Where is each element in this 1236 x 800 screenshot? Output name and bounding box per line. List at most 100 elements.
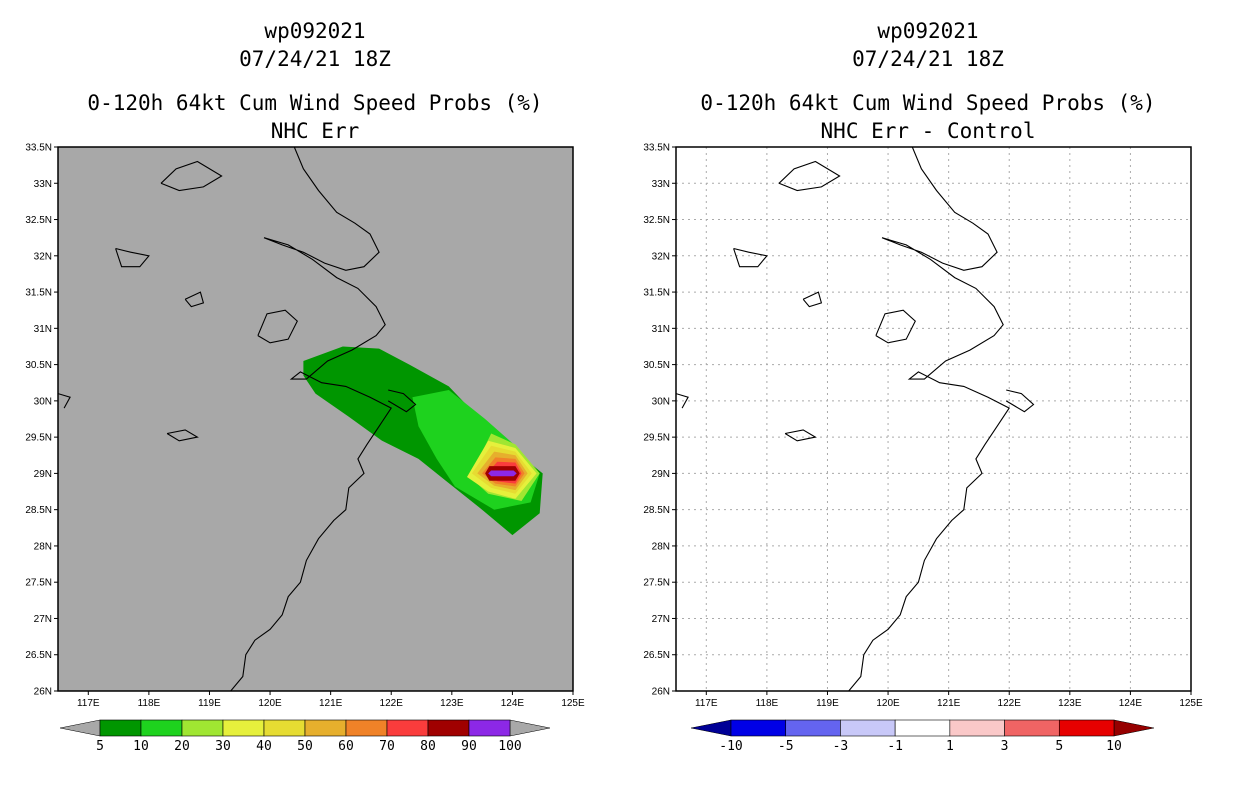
x-tick-label: 119E [198, 698, 221, 709]
colorbar-swatch [840, 719, 896, 737]
y-tick-label: 32.5N [25, 215, 52, 226]
colorbar-swatch [99, 719, 142, 737]
right-colorbar: -10 -5 -3 -1 1 3 5 10 [690, 719, 1155, 754]
colorbar-label: 70 [379, 739, 395, 754]
y-tick-label: 30N [34, 396, 52, 407]
y-tick-label: 33.5N [25, 143, 52, 154]
colorbar-label: 10 [1106, 739, 1122, 754]
colorbar-label: 90 [461, 739, 477, 754]
y-tick-label: 32N [652, 251, 670, 262]
y-tick-label: 32.5N [643, 215, 670, 226]
left-map-background [58, 147, 573, 691]
y-tick-label: 26N [34, 687, 52, 698]
y-tick-label: 29.5N [643, 433, 670, 444]
colorbar-swatch [785, 719, 841, 737]
y-tick-label: 28.5N [643, 505, 670, 516]
island-outline [733, 247, 768, 268]
colorbar-label: 100 [498, 739, 521, 754]
island-outline [802, 291, 823, 308]
y-tick-label: 30.5N [643, 360, 670, 371]
colorbar-start-arrow [59, 719, 101, 737]
colorbar-swatch [427, 719, 470, 737]
colorbar-label: -1 [887, 739, 903, 754]
right-title-subtitle: NHC Err - Control [821, 119, 1036, 143]
left-title-storm: wp092021 [264, 19, 365, 43]
x-tick-label: 122E [380, 698, 404, 709]
island-outline [58, 393, 71, 409]
x-tick-label: 123E [1058, 698, 1082, 709]
left-title-date: 07/24/21 18Z [239, 47, 391, 71]
y-tick-label: 31.5N [643, 288, 670, 299]
right-title-product: 0-120h 64kt Cum Wind Speed Probs (%) [700, 91, 1155, 115]
contour-level-90 [488, 470, 517, 477]
left-map-frame [57, 146, 574, 692]
colorbar-label: 50 [297, 739, 313, 754]
right-title-storm: wp092021 [877, 19, 978, 43]
colorbar-label: 40 [256, 739, 272, 754]
colorbar-swatch [949, 719, 1005, 737]
y-tick-label: 27N [652, 614, 670, 625]
colorbar-label: 3 [1001, 739, 1009, 754]
right-panel: wp092021 07/24/21 18Z 0-120h 64kt Cum Wi… [643, 19, 1203, 754]
right-gridlines [676, 147, 1191, 691]
colorbar-swatch [263, 719, 306, 737]
y-tick-label: 33N [34, 179, 52, 190]
x-tick-label: 120E [258, 698, 282, 709]
colorbar-label: -5 [778, 739, 794, 754]
y-tick-label: 28N [34, 541, 52, 552]
colorbar-end-arrow [1113, 719, 1155, 737]
colorbar-start-arrow [690, 719, 732, 737]
island-outline [676, 393, 689, 409]
island-outline [115, 247, 150, 268]
colorbar-label: -3 [833, 739, 849, 754]
y-tick-label: 30.5N [25, 360, 52, 371]
island-outline [387, 389, 417, 413]
left-colorbar: 5 10 20 30 40 50 60 70 80 90 100 [59, 719, 551, 754]
colorbar-label: -10 [719, 739, 742, 754]
right-map-background [676, 147, 1191, 691]
island-outline [160, 160, 223, 192]
left-title-subtitle: NHC Err [271, 119, 360, 143]
colorbar-swatch [468, 719, 511, 737]
y-tick-label: 29N [34, 469, 52, 480]
colorbar-label: 60 [338, 739, 354, 754]
y-tick-label: 30N [652, 396, 670, 407]
x-tick-label: 123E [440, 698, 464, 709]
y-tick-label: 28.5N [25, 505, 52, 516]
island-outline [1005, 389, 1035, 413]
right-x-axis: 117E 118E 119E 120E 121E 122E 123E 124E 125E [695, 691, 1203, 709]
island-outline [257, 309, 298, 344]
left-coastline [58, 147, 417, 691]
x-tick-label: 119E [816, 698, 839, 709]
y-tick-label: 33N [652, 179, 670, 190]
left-y-axis: 26N 26.5N 27N 27.5N 28N 28.5N 29N 29.5N 30N 30.5N… [25, 143, 58, 698]
island-outline [166, 429, 199, 442]
x-tick-label: 117E [77, 698, 100, 709]
colorbar-end-arrow [509, 719, 551, 737]
x-tick-label: 122E [998, 698, 1022, 709]
colorbar-label: 1 [946, 739, 954, 754]
y-tick-label: 29N [652, 469, 670, 480]
right-coastline [676, 147, 1035, 691]
x-tick-label: 121E [937, 698, 961, 709]
left-panel: wp092021 07/24/21 18Z 0-120h 64kt Cum Wi… [25, 19, 585, 754]
left-title-product: 0-120h 64kt Cum Wind Speed Probs (%) [87, 91, 542, 115]
island-outline [875, 309, 916, 344]
colorbar-swatch [894, 719, 951, 737]
right-title-date: 07/24/21 18Z [852, 47, 1004, 71]
colorbar-label: 10 [133, 739, 149, 754]
island-outline [778, 160, 841, 192]
colorbar-label: 20 [174, 739, 190, 754]
colorbar-swatch [304, 719, 347, 737]
right-map-frame [675, 146, 1192, 692]
y-tick-label: 32N [34, 251, 52, 262]
mainland-coastline [230, 147, 392, 691]
colorbar-swatch [140, 719, 183, 737]
colorbar-label: 5 [96, 739, 104, 754]
colorbar-swatch [386, 719, 429, 737]
left-x-axis: 117E 118E 119E 120E 121E 122E 123E 124E 125E [77, 691, 585, 709]
y-tick-label: 26.5N [25, 650, 52, 661]
colorbar-label: 80 [420, 739, 436, 754]
x-tick-label: 118E [756, 698, 779, 709]
colorbar-swatch [1058, 719, 1115, 737]
